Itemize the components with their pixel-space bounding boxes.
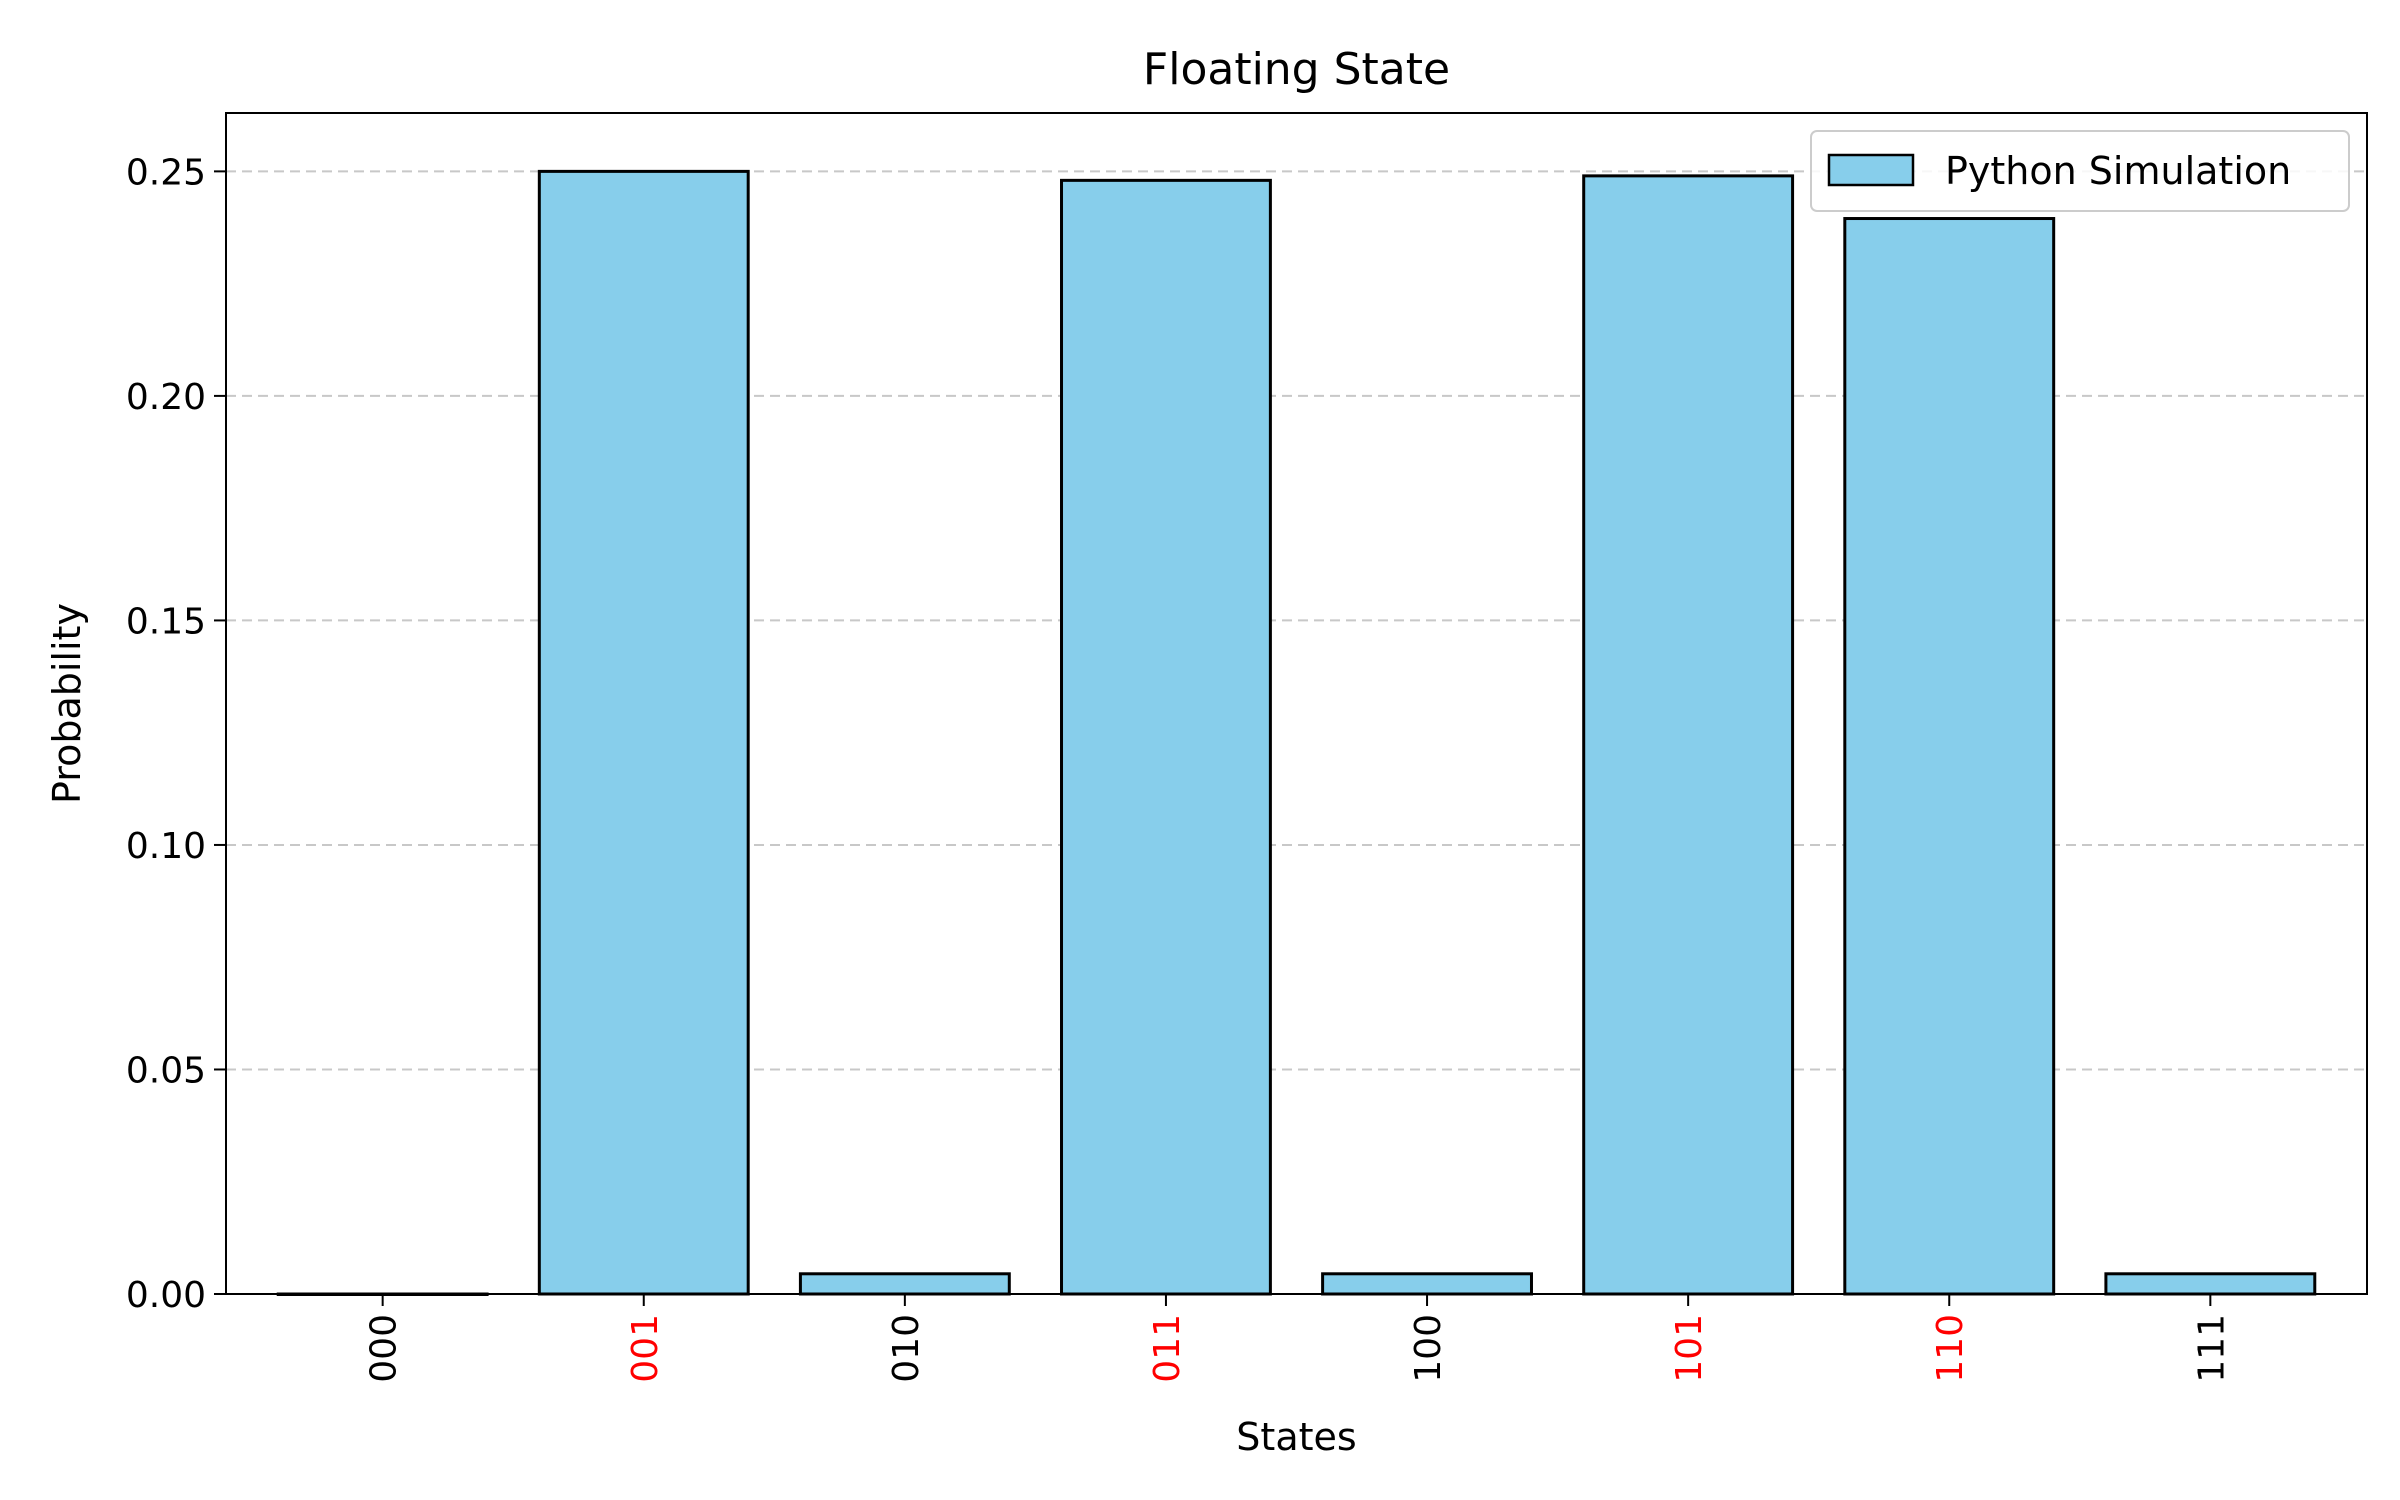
bars xyxy=(276,169,2317,1296)
y-axis-ticks: 0.00 0.05 0.10 0.15 0.20 0.25 xyxy=(126,152,226,1316)
x-tick-label-100: 100 xyxy=(1408,1314,1449,1383)
legend-swatch xyxy=(1827,153,1915,187)
x-tick-label-011: 011 xyxy=(1147,1314,1188,1383)
y-axis-label: Probability xyxy=(45,603,89,804)
legend-label: Python Simulation xyxy=(1945,149,2291,193)
chart-title: Floating State xyxy=(1143,44,1450,95)
x-tick-label-001: 001 xyxy=(625,1314,666,1383)
legend: Python Simulation xyxy=(1810,130,2350,212)
y-tick-label: 0.10 xyxy=(126,826,206,867)
bar-011 xyxy=(1060,178,1272,1296)
y-tick-label: 0.05 xyxy=(126,1050,206,1091)
y-tick-label: 0.20 xyxy=(126,377,206,418)
bar-100 xyxy=(1321,1272,1533,1296)
x-tick-label-110: 110 xyxy=(1930,1314,1971,1383)
bar-001 xyxy=(537,169,750,1296)
bar-101 xyxy=(1582,174,1795,1296)
x-axis-label: States xyxy=(1236,1415,1356,1459)
bar-010 xyxy=(798,1272,1011,1296)
x-tick-label-101: 101 xyxy=(1669,1314,1710,1383)
bar-111 xyxy=(2104,1272,2317,1296)
x-tick-label-010: 010 xyxy=(886,1314,927,1383)
x-tick-label-000: 000 xyxy=(364,1314,405,1383)
axes-frame xyxy=(225,112,2368,1295)
y-tick-label: 0.15 xyxy=(126,601,206,642)
y-tick-label: 0.25 xyxy=(126,152,206,193)
x-tick-label-111: 111 xyxy=(2191,1314,2232,1383)
y-tick-label: 0.00 xyxy=(126,1275,206,1316)
legend-box xyxy=(1810,130,2350,212)
bar-110 xyxy=(1843,217,2056,1296)
x-axis-ticks: 000 001 010 011 100 101 110 111 xyxy=(364,1294,2232,1383)
